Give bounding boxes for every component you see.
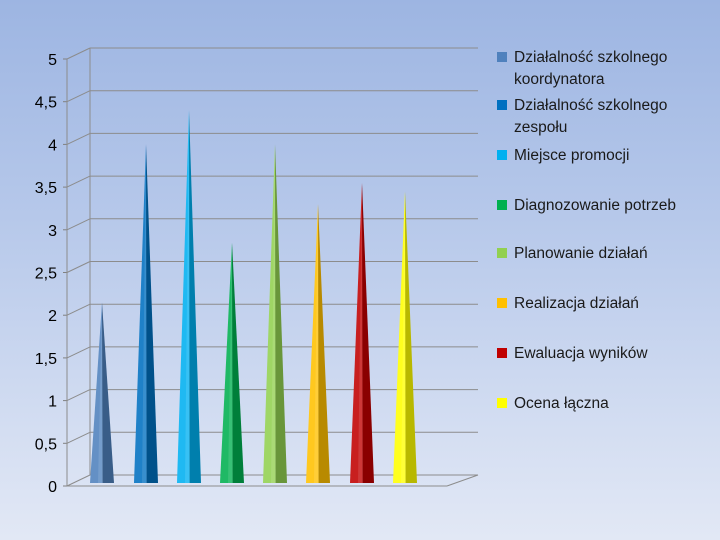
gridline-depth [66, 303, 91, 316]
bar-highlight [271, 144, 276, 483]
legend-item: Diagnozowanie potrzeb [497, 195, 704, 217]
legend-label: Diagnozowanie potrzeb [514, 197, 676, 214]
gridline-depth [66, 346, 91, 359]
bar-face-right [275, 144, 287, 483]
bar-2 [134, 144, 158, 483]
gridline-depth [66, 132, 91, 145]
legend-swatch [497, 298, 507, 308]
bar-8 [393, 191, 417, 483]
legend-swatch [497, 100, 507, 110]
bar-1 [90, 302, 114, 483]
legend-label: Planowanie działań [514, 245, 648, 262]
legend-label: Ewaluacja wyników [514, 345, 648, 362]
y-tick-label: 4,5 [35, 95, 57, 112]
floor-right-edge [446, 474, 479, 487]
legend-swatch [497, 248, 507, 258]
gridline-depth [66, 261, 91, 273]
legend-swatch [497, 200, 507, 210]
bar-highlight [185, 110, 190, 484]
bar-highlight [228, 242, 233, 483]
y-tick-label: 0,5 [35, 436, 57, 453]
legend-item: Ocena łączna [497, 393, 704, 415]
bar-face-right [102, 302, 114, 483]
bar-face-right [362, 182, 374, 483]
y-tick-label: 2 [48, 308, 57, 325]
legend-label: Realizacja działań [514, 295, 639, 312]
gridline-depth [66, 175, 91, 188]
gridline-depth [66, 431, 91, 444]
bar-7 [350, 182, 374, 483]
bar-highlight [358, 182, 363, 483]
y-tick-label: 0 [48, 479, 57, 496]
gridline-depth [66, 474, 91, 487]
legend-label: Działalność szkolnego zespołu [514, 97, 668, 136]
bar-highlight [142, 144, 147, 483]
legend-swatch [497, 398, 507, 408]
legend-item: Planowanie działań [497, 243, 704, 265]
y-tick-label: 1 [48, 394, 57, 411]
gridline-depth [66, 90, 91, 103]
bar-3 [177, 110, 201, 484]
bar-face-right [318, 204, 330, 483]
gridline-depth [66, 47, 91, 60]
bar-4 [220, 242, 244, 483]
legend-swatch [497, 150, 507, 160]
legend-item: Miejsce promocji [497, 145, 704, 167]
y-tick-label: 1,5 [35, 351, 57, 368]
legend-item: Ewaluacja wyników [497, 343, 704, 365]
legend-item: Realizacja działań [497, 293, 704, 315]
bar-5 [263, 144, 287, 483]
bar-face-right [146, 144, 158, 483]
bar-highlight [401, 191, 406, 483]
legend-label: Miejsce promocji [514, 147, 630, 164]
legend-label: Działalność szkolnego koordynatora [514, 49, 668, 88]
bar-face-right [405, 191, 417, 483]
y-tick-label: 3 [48, 223, 57, 240]
bar-highlight [314, 204, 319, 483]
chart-bars [90, 110, 417, 484]
bar-6 [306, 204, 330, 483]
legend-swatch [497, 52, 507, 62]
bar-highlight [98, 302, 103, 483]
legend-item: Działalność szkolnego zespołu [497, 95, 704, 139]
legend-item: Działalność szkolnego koordynatora [497, 47, 704, 91]
legend-swatch [497, 348, 507, 358]
y-tick-label: 3,5 [35, 180, 57, 197]
bar-face-right [232, 242, 244, 483]
gridline-depth [66, 389, 91, 402]
bar-face-right [189, 110, 201, 484]
y-tick-label: 5 [48, 52, 57, 69]
y-axis-ticks: 0 0,5 1 1,5 2 2,5 3 3,5 4 4,5 5 [35, 52, 57, 496]
gridline-depth [66, 218, 91, 231]
y-tick-label: 2,5 [35, 266, 57, 283]
legend-label: Ocena łączna [514, 395, 609, 412]
y-tick-label: 4 [48, 137, 57, 154]
